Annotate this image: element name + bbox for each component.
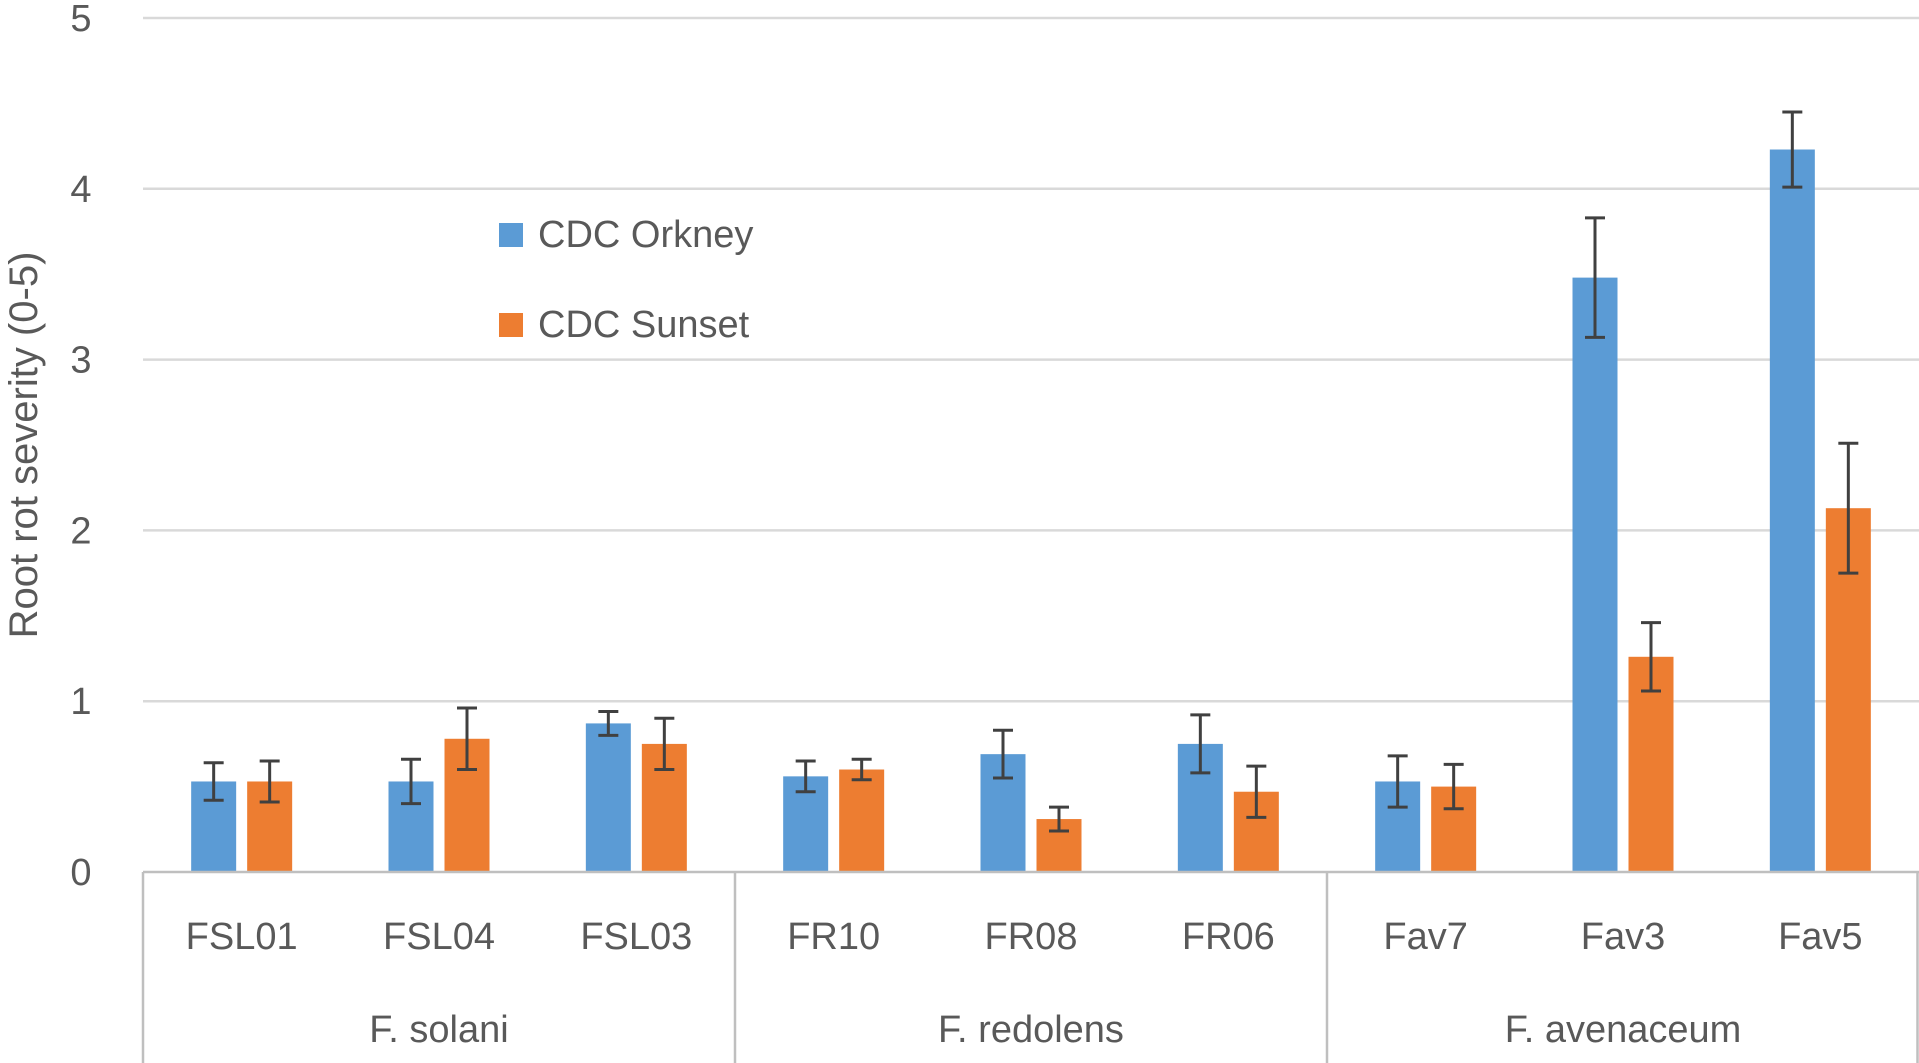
category-label: Fav5 bbox=[1778, 916, 1862, 958]
category-label: FSL04 bbox=[383, 916, 495, 958]
gridlines bbox=[143, 16, 1919, 703]
axis-labels: 0 1 2 3 4 5 FSL01 FSL04 FSL03 FR10 FR08 FR06 Fav7 Fav… bbox=[2, 0, 1863, 1051]
bar-fr10-sunset bbox=[839, 769, 885, 872]
bar-fav5-orkney bbox=[1769, 149, 1815, 873]
category-label: FSL01 bbox=[186, 916, 298, 958]
category-label: FR06 bbox=[1182, 916, 1275, 958]
y-tick-label: 5 bbox=[70, 0, 91, 40]
category-label: FR10 bbox=[787, 916, 880, 958]
error-bars bbox=[203, 110, 1859, 833]
legend-label: CDC Orkney bbox=[538, 214, 753, 256]
category-label: Fav7 bbox=[1383, 916, 1467, 958]
category-label: FSL03 bbox=[580, 916, 692, 958]
group-label: F. redolens bbox=[938, 1009, 1124, 1051]
category-label: Fav3 bbox=[1581, 916, 1665, 958]
legend: CDC Orkney CDC Sunset bbox=[499, 214, 753, 346]
y-tick-label: 3 bbox=[70, 340, 91, 382]
group-label: F. solani bbox=[369, 1009, 508, 1051]
category-label: FR08 bbox=[985, 916, 1078, 958]
y-tick-label: 0 bbox=[70, 852, 91, 894]
bars bbox=[191, 149, 1871, 873]
bar-fav3-sunset bbox=[1628, 656, 1674, 872]
legend-swatch bbox=[499, 223, 523, 247]
legend-label: CDC Sunset bbox=[538, 304, 750, 346]
legend-swatch bbox=[499, 313, 523, 337]
axes bbox=[141, 870, 1919, 1063]
y-axis-title: Root rot severity (0-5) bbox=[2, 252, 46, 639]
y-tick-label: 2 bbox=[70, 510, 91, 552]
bar-fav3-orkney bbox=[1572, 277, 1618, 873]
y-tick-label: 4 bbox=[70, 169, 91, 211]
y-tick-label: 1 bbox=[70, 681, 91, 723]
group-label: F. avenaceum bbox=[1505, 1009, 1742, 1051]
bar-fsl03-orkney bbox=[585, 723, 631, 872]
